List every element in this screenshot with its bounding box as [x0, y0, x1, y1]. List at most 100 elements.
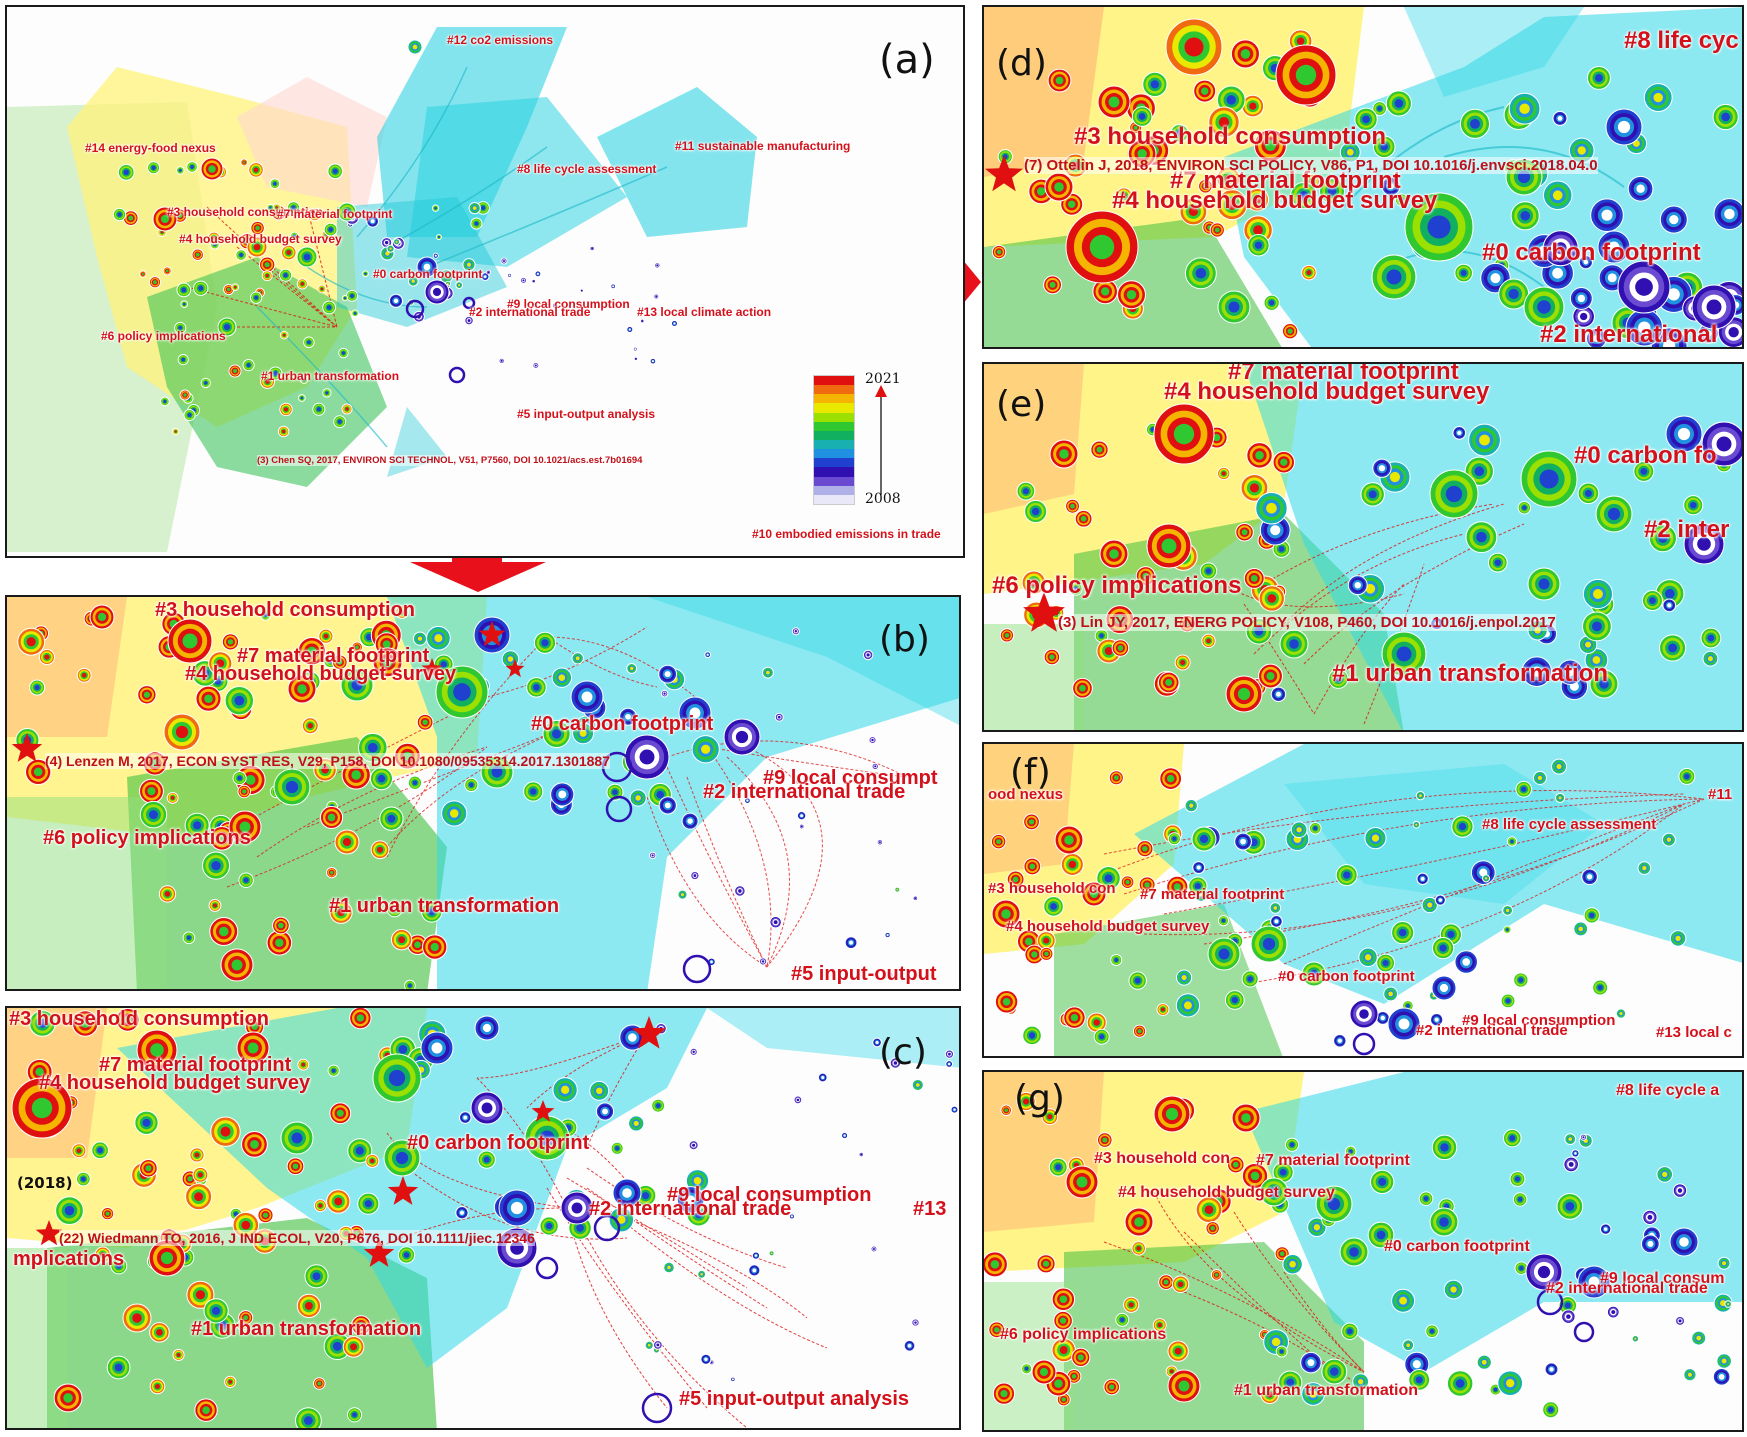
citation-node	[550, 782, 575, 807]
citation-node	[1387, 1007, 1421, 1041]
citation-node	[1521, 656, 1553, 687]
citation-node	[261, 270, 273, 282]
citation-node	[266, 929, 293, 956]
citation-node	[1582, 578, 1614, 610]
citation-node	[682, 954, 712, 984]
highlight-star-icon	[1023, 592, 1065, 632]
citation-node	[435, 665, 489, 719]
citation-node	[730, 1376, 736, 1383]
citation-node	[147, 161, 161, 175]
citation-node	[299, 375, 309, 384]
citation-node	[1000, 1104, 1012, 1117]
citation-node	[240, 158, 249, 167]
citation-node	[1071, 1347, 1091, 1368]
citation-node	[1592, 979, 1609, 996]
citation-node	[858, 1151, 864, 1158]
citation-node	[350, 1315, 372, 1336]
citation-node	[894, 886, 901, 893]
citation-node	[1065, 210, 1139, 284]
citation-node	[235, 249, 247, 261]
citation-node	[612, 1178, 642, 1208]
cluster-5-label: #5 input-output analysis	[679, 1388, 910, 1410]
citation-node	[208, 899, 222, 912]
citation-node	[649, 357, 657, 365]
citation-node	[1683, 495, 1704, 516]
citation-node	[697, 1269, 707, 1279]
citation-node	[1225, 675, 1263, 713]
citation-node	[649, 851, 657, 860]
citation-node	[1544, 1362, 1559, 1377]
citation-node	[76, 667, 92, 683]
citation-node	[269, 178, 281, 189]
citation-node	[1307, 1217, 1327, 1238]
citation-node	[346, 1407, 363, 1423]
panel-c-label: (c)	[879, 1032, 927, 1073]
citation-node	[1210, 1269, 1223, 1281]
citation-node	[139, 800, 168, 829]
citation-node	[500, 257, 508, 265]
citation-node	[134, 1110, 159, 1135]
cluster-6-label: #6 policy implications	[43, 827, 251, 849]
cluster-4-label: #4 household budget survey	[179, 232, 342, 246]
panel-a-label: (a)	[879, 37, 935, 83]
legend-color-band	[814, 458, 854, 468]
citation-node	[259, 256, 276, 273]
citation-node	[798, 823, 805, 830]
citation-node	[1022, 1025, 1042, 1046]
citation-node	[1468, 423, 1501, 457]
cluster-8-label: #8 life cyc	[1624, 27, 1739, 54]
citation-node	[1364, 827, 1387, 850]
citation-node	[1043, 275, 1063, 295]
citation-node	[1131, 106, 1153, 127]
citation-node	[236, 1031, 270, 1065]
citation-node	[464, 777, 479, 793]
citation-node	[1072, 677, 1093, 699]
cluster-0-label: #0 carbon footprint	[531, 713, 714, 735]
citation-node	[1234, 832, 1252, 851]
citation-node	[1569, 286, 1593, 310]
citation-node	[523, 781, 544, 802]
citation-node	[1207, 937, 1241, 971]
citation-node	[160, 396, 170, 407]
citation-node	[498, 1189, 536, 1227]
citation-node	[1513, 972, 1529, 988]
citation-node	[1662, 598, 1677, 613]
citation-node	[542, 719, 571, 749]
citation-node	[1556, 1192, 1584, 1220]
citation-node	[326, 867, 338, 879]
citation-node	[1404, 192, 1474, 262]
highlight-star-icon	[11, 733, 43, 762]
citation-node	[1564, 1133, 1577, 1146]
reference-lin-2017: (3) Lin JY, 2017, ENERG POLICY, V108, P4…	[1058, 614, 1556, 631]
citation-node	[1431, 975, 1457, 1001]
citation-node	[1573, 921, 1589, 937]
citation-node	[29, 1010, 56, 1037]
cluster-14-label: #14 energy-food nexus	[85, 141, 216, 155]
cluster-0-label: #0 carbon footprint	[373, 267, 483, 281]
panel-b-graph	[7, 597, 959, 989]
citation-node	[681, 812, 699, 830]
citation-node	[1717, 316, 1742, 347]
citation-node	[1717, 1256, 1731, 1270]
citation-node	[1527, 567, 1561, 601]
citation-node	[633, 346, 638, 352]
citation-node	[1586, 65, 1611, 90]
citation-node	[1360, 482, 1385, 507]
legend-color-band	[814, 485, 854, 495]
cluster-3-label: #3 household con	[988, 880, 1116, 897]
citation-node	[412, 631, 428, 646]
citation-node	[476, 201, 490, 215]
citation-node	[1024, 944, 1045, 965]
citation-node	[455, 281, 464, 289]
legend-color-band	[814, 494, 854, 504]
citation-node	[379, 806, 404, 831]
citation-node	[568, 1216, 592, 1240]
citation-node	[498, 357, 505, 364]
citation-node	[1572, 305, 1595, 328]
citation-node	[1269, 902, 1282, 914]
citation-node	[464, 315, 474, 326]
citation-node	[1270, 915, 1283, 928]
citation-node	[1051, 1287, 1076, 1312]
cluster-1-label: #1 urban transformation	[1234, 1382, 1419, 1399]
citation-node	[1175, 993, 1201, 1018]
